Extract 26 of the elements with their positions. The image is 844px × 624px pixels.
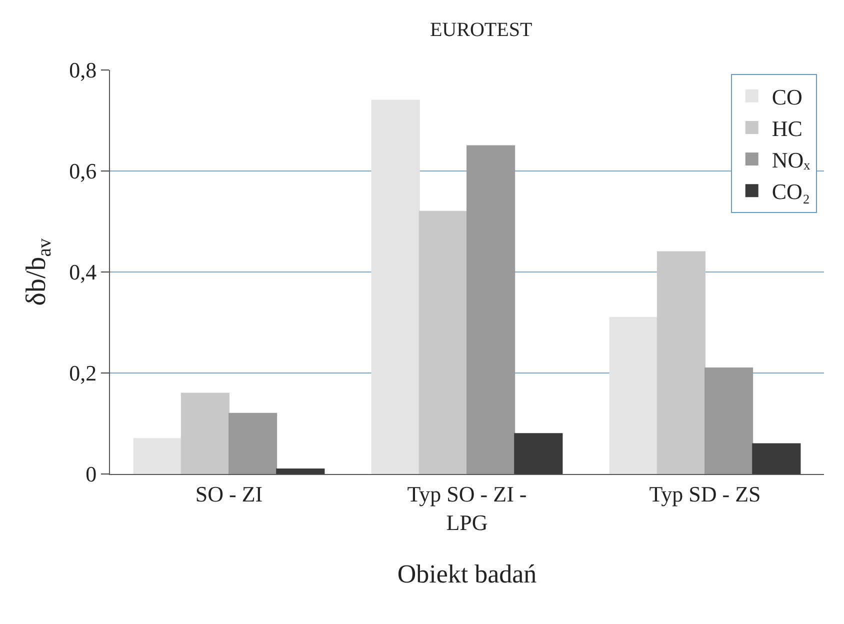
y-tick-label: 0,8 bbox=[69, 58, 97, 83]
y-tick-label: 0 bbox=[86, 462, 97, 487]
bar bbox=[609, 316, 658, 474]
y-tick-label: 0,6 bbox=[69, 158, 97, 184]
bar bbox=[418, 210, 468, 474]
x-tick-label: Typ SO - ZI - LPG bbox=[407, 481, 527, 535]
y-tick-label: 0,2 bbox=[69, 360, 97, 386]
legend-label: CO₂ bbox=[772, 179, 810, 204]
bar bbox=[656, 251, 706, 474]
bar bbox=[514, 433, 563, 474]
legend-label: CO bbox=[772, 84, 802, 110]
legend-label: NOₓ bbox=[772, 148, 811, 173]
chart-title: EUROTEST bbox=[430, 18, 532, 41]
bar bbox=[133, 438, 182, 474]
x-tick-label: Typ SD - ZS bbox=[649, 481, 761, 506]
bar bbox=[228, 412, 278, 474]
bar bbox=[180, 392, 230, 474]
bar bbox=[466, 145, 516, 474]
bar bbox=[752, 443, 801, 474]
y-tick-label: 0,4 bbox=[69, 260, 97, 285]
bar bbox=[276, 468, 325, 474]
x-axis-title: Obiekt badań bbox=[397, 560, 537, 589]
legend-label: HC bbox=[772, 116, 802, 142]
x-tick-label: SO - ZI bbox=[195, 481, 263, 506]
bar bbox=[704, 367, 754, 474]
bar bbox=[371, 100, 420, 474]
